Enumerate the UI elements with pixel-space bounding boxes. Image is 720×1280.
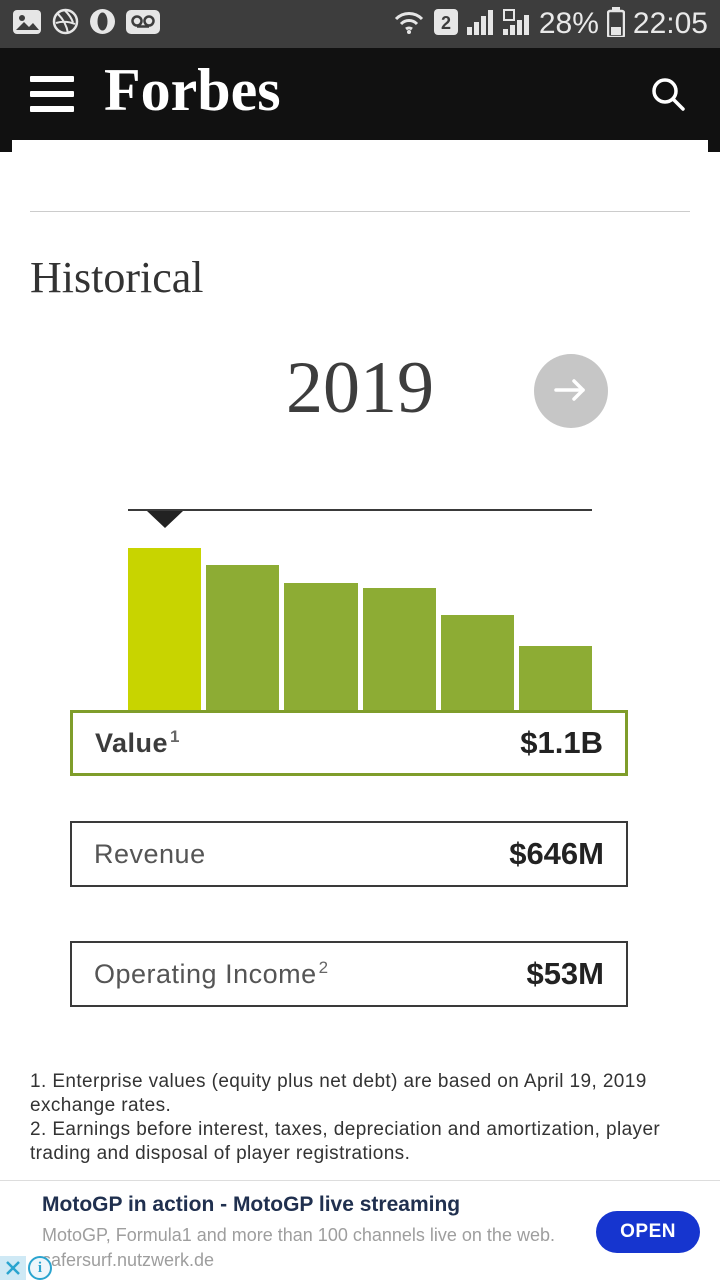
forbes-logo[interactable]: Forbes bbox=[104, 57, 281, 123]
timeline-marker-icon bbox=[147, 511, 183, 528]
bar bbox=[284, 583, 358, 710]
section-divider bbox=[30, 211, 690, 212]
bar bbox=[128, 548, 202, 710]
ad-title-link[interactable]: MotoGP in action - MotoGP live streaming bbox=[42, 1193, 461, 1216]
ad-close-icon[interactable] bbox=[0, 1256, 26, 1280]
footnotes: 1. Enterprise values (equity plus net de… bbox=[30, 1070, 694, 1166]
ad-banner: MotoGP in action - MotoGP live streaming… bbox=[0, 1180, 720, 1280]
footnote-2: 2. Earnings before interest, taxes, depr… bbox=[30, 1119, 661, 1164]
battery-percent: 28% bbox=[538, 7, 599, 40]
svg-text:2: 2 bbox=[441, 13, 451, 33]
signal-icon bbox=[466, 9, 495, 40]
gallery-icon bbox=[12, 9, 42, 40]
ad-open-button[interactable]: OPEN bbox=[596, 1211, 700, 1253]
search-icon[interactable] bbox=[648, 74, 688, 114]
battery-icon bbox=[606, 6, 626, 42]
hamburger-menu-icon[interactable] bbox=[30, 76, 74, 112]
adchoices-info-icon[interactable]: i bbox=[28, 1256, 52, 1280]
right-arrow-icon bbox=[553, 376, 589, 407]
status-bar: 2 28% 22:05 bbox=[0, 0, 720, 48]
value-amount: $1.1B bbox=[520, 725, 603, 760]
card-label: Revenue bbox=[94, 839, 206, 869]
card-label: Operating Income 2 bbox=[94, 958, 329, 989]
page-title: Historical bbox=[30, 253, 204, 302]
browser-icon bbox=[89, 8, 116, 40]
ad-description: MotoGP, Formula1 and more than 100 chann… bbox=[42, 1225, 555, 1270]
timeline-axis bbox=[128, 509, 592, 511]
bar bbox=[206, 565, 280, 710]
revenue-amount: $646M bbox=[509, 836, 604, 871]
dribbble-icon bbox=[52, 8, 79, 40]
revenue-card: Revenue $646M bbox=[70, 821, 628, 887]
operating-income-amount: $53M bbox=[526, 956, 604, 991]
card-label: Value 1 bbox=[95, 727, 181, 758]
footnote-ref-1: 1 bbox=[170, 727, 181, 746]
status-bar-left bbox=[12, 8, 160, 40]
app-header: Forbes bbox=[0, 48, 720, 140]
footnote-1: 1. Enterprise values (equity plus net de… bbox=[30, 1071, 647, 1116]
status-bar-right: 2 28% 22:05 bbox=[393, 6, 708, 42]
bar bbox=[362, 588, 436, 710]
bar bbox=[518, 646, 593, 710]
signal-roaming-icon bbox=[502, 8, 531, 40]
footnote-ref-2: 2 bbox=[318, 958, 329, 977]
operating-income-card: Operating Income 2 $53M bbox=[70, 941, 628, 1007]
bar bbox=[440, 615, 514, 710]
value-card: Value 1 $1.1B bbox=[70, 710, 628, 776]
bar-chart bbox=[128, 548, 593, 710]
sim-icon: 2 bbox=[433, 8, 459, 41]
wifi-icon bbox=[393, 9, 425, 40]
voicemail-icon bbox=[126, 9, 160, 39]
header-bottom-strip bbox=[0, 140, 720, 152]
next-year-button[interactable] bbox=[534, 354, 608, 428]
year-label: 2019 bbox=[286, 347, 434, 429]
clock: 22:05 bbox=[632, 7, 708, 40]
